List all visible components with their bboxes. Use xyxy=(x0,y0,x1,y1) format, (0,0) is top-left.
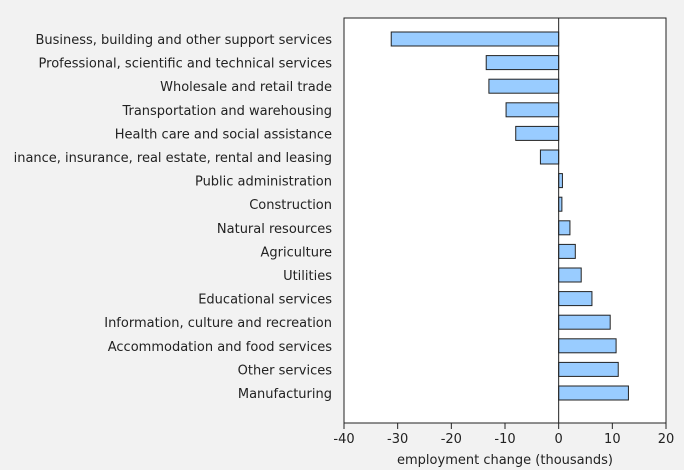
category-label: Health care and social assistance xyxy=(115,127,332,142)
bar xyxy=(390,31,560,47)
category-label: Natural resources xyxy=(217,222,332,237)
category-label: Public administration xyxy=(195,175,332,190)
category-label: Business, building and other support ser… xyxy=(35,33,332,48)
x-tick-label: -10 xyxy=(494,432,515,447)
category-label: Other services xyxy=(238,363,333,378)
bar xyxy=(515,125,560,141)
bar xyxy=(539,149,560,165)
bar xyxy=(558,385,629,401)
category-label: Agriculture xyxy=(261,245,333,260)
bar xyxy=(558,267,582,283)
x-axis-ticks: -40 -30 -20 -10 0 10 20 xyxy=(333,423,674,447)
category-label: Utilities xyxy=(283,269,332,284)
x-tick-label: -40 xyxy=(333,432,354,447)
category-label: Accommodation and food services xyxy=(108,340,332,355)
category-label: Information, culture and recreation xyxy=(104,316,332,331)
category-label: Manufacturing xyxy=(238,387,332,402)
bar xyxy=(558,173,563,189)
category-label: Construction xyxy=(249,198,332,213)
category-label: inance, insurance, real estate, rental a… xyxy=(14,151,332,166)
category-label: Educational services xyxy=(198,293,332,308)
x-tick-label: 20 xyxy=(658,432,675,447)
bar xyxy=(558,361,619,377)
category-label: Transportation and warehousing xyxy=(121,104,332,119)
x-axis-title: employment change (thousands) xyxy=(397,453,613,468)
bar xyxy=(488,78,560,94)
x-tick-label: -30 xyxy=(387,432,408,447)
bar xyxy=(558,243,576,259)
category-label: Wholesale and retail trade xyxy=(160,80,332,95)
bar xyxy=(485,55,560,71)
category-label: Professional, scientific and technical s… xyxy=(39,57,333,72)
x-tick-label: -20 xyxy=(441,432,462,447)
x-tick-label: 0 xyxy=(555,432,563,447)
bar xyxy=(558,220,571,236)
category-labels: Business, building and other support ser… xyxy=(14,33,333,402)
bar xyxy=(558,338,617,354)
x-tick-label: 10 xyxy=(604,432,621,447)
bar xyxy=(505,102,560,118)
bar xyxy=(558,314,611,330)
bar xyxy=(558,291,593,307)
